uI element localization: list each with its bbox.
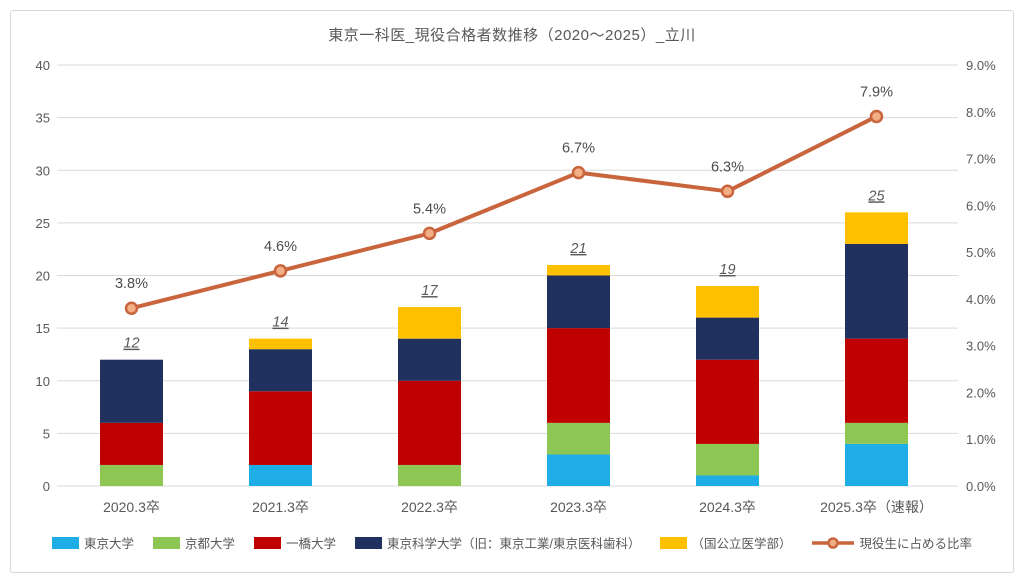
legend-item-label: （国公立医学部） [691, 537, 792, 551]
left-axis-tick: 25 [36, 216, 50, 231]
bar-segment [547, 328, 610, 423]
bar-total-label: 25 [867, 188, 885, 204]
legend-item: （国公立医学部） [659, 533, 792, 552]
bar-segment [398, 380, 461, 465]
legend-swatch [254, 536, 281, 549]
line-marker [422, 226, 437, 241]
right-axis-tick: 4.0% [966, 292, 996, 307]
legend-item: 京都大学 [152, 533, 235, 552]
x-axis-label: 2024.3卒 [699, 499, 756, 515]
legend-item-label: 現役生に占める比率 [859, 537, 973, 551]
line-value-label: 5.4% [413, 201, 446, 217]
right-axis-tick: 3.0% [966, 339, 996, 354]
bar-segment [845, 243, 908, 339]
bar-segment [696, 317, 759, 360]
legend-swatch [659, 536, 687, 549]
bar-total-label: 21 [569, 241, 586, 257]
line-marker [273, 264, 288, 278]
bar-segment [249, 464, 312, 486]
left-axis-tick: 30 [36, 163, 50, 178]
right-axis-tick: 6.0% [966, 198, 996, 213]
legend-line-swatch [811, 536, 854, 549]
bar-segment [547, 454, 610, 486]
bar-total-label: 14 [272, 315, 288, 331]
legend-item-label: 京都大学 [184, 537, 235, 551]
line-marker [720, 184, 735, 199]
bar-segment [696, 359, 759, 444]
bar-segment [696, 443, 759, 476]
legend-item: 一橋大学 [254, 533, 336, 552]
bar-segment [398, 464, 461, 486]
line-series [131, 114, 878, 311]
chart-legend: 東京大学 京都大学 一橋大学 東京科学大学（旧：東京工業/東京医科歯科） （国公立医学部… [12, 533, 1012, 552]
legend-item-label: 東京科学大学（旧：東京工業/東京医科歯科） [387, 537, 641, 551]
left-axis-tick: 15 [36, 321, 50, 336]
left-axis-tick: 40 [36, 58, 50, 73]
bar-segment [845, 338, 908, 423]
bar-segment [845, 212, 908, 244]
line-value-label: 4.6% [264, 239, 297, 255]
legend-item-label: 一橋大学 [286, 537, 337, 551]
bar-segment [547, 422, 610, 455]
x-axis-label: 2022.3卒 [401, 499, 458, 515]
bar-segment [249, 391, 312, 465]
right-axis-tick: 9.0% [966, 58, 996, 73]
bar-segment [100, 359, 163, 423]
left-axis-tick: 35 [36, 111, 50, 126]
line-marker [124, 301, 139, 315]
chart-title: 東京一科医_現役合格者数推移（2020〜2025）_立川 [328, 27, 696, 44]
right-axis-tick: 0.0% [966, 479, 996, 494]
legend-item: 東京大学 [51, 533, 134, 552]
legend-swatch [51, 536, 79, 549]
legend-swatch [152, 536, 180, 549]
x-axis-label: 2023.3卒 [550, 499, 607, 515]
bar-segment [249, 338, 312, 350]
bar-segment [398, 307, 461, 339]
bar-segment [547, 275, 610, 329]
right-axis-tick: 2.0% [966, 385, 996, 400]
bar-segment [845, 443, 908, 486]
line-value-label: 6.7% [562, 141, 595, 157]
left-axis-tick: 20 [36, 269, 50, 284]
bar-total-label: 17 [421, 283, 438, 299]
x-axis-label: 2020.3卒 [103, 499, 160, 515]
line-value-label: 7.9% [860, 84, 893, 100]
left-axis-tick: 5 [43, 426, 50, 441]
legend-swatch [355, 536, 383, 549]
line-value-label: 6.3% [711, 159, 744, 175]
bar-segment [696, 286, 759, 318]
right-axis-tick: 7.0% [966, 152, 996, 167]
line-marker [571, 165, 586, 180]
bar-segment [696, 475, 759, 486]
bar-segment [547, 264, 610, 276]
bar-total-label: 12 [123, 336, 139, 352]
bar-segment [100, 464, 163, 486]
right-axis-tick: 5.0% [966, 245, 996, 260]
bar-total-label: 19 [719, 262, 735, 278]
line-value-label: 3.8% [115, 276, 148, 292]
x-axis-label: 2021.3卒 [252, 499, 309, 515]
legend-item-label: 東京大学 [83, 537, 134, 551]
left-axis-tick: 0 [43, 479, 50, 494]
bar-segment [100, 422, 163, 465]
line-marker [869, 109, 884, 124]
right-axis-tick: 8.0% [966, 105, 996, 120]
bar-segment [845, 422, 908, 444]
x-axis-label: 2025.3卒（速報） [820, 499, 933, 515]
legend-item: 現役生に占める比率 [811, 533, 973, 552]
left-axis-tick: 10 [36, 374, 50, 389]
right-axis-tick: 1.0% [966, 432, 996, 447]
legend-item: 東京科学大学（旧：東京工業/東京医科歯科） [355, 533, 641, 552]
bar-segment [398, 338, 461, 381]
bar-segment [249, 349, 312, 392]
